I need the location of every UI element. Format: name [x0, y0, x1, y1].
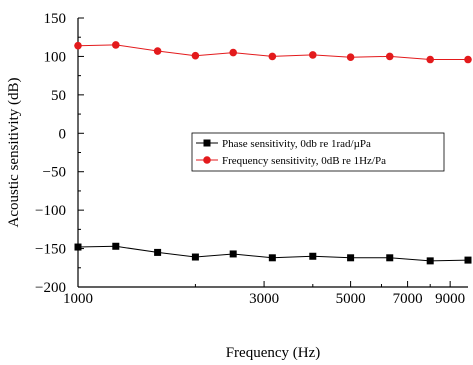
- data-point-circle: [268, 52, 277, 61]
- data-point-circle: [385, 52, 394, 61]
- y-axis-title: Acoustic sensitivity (dB): [6, 78, 22, 228]
- legend-marker-circle: [203, 156, 211, 164]
- data-point-circle: [426, 55, 435, 64]
- data-point-square: [386, 254, 394, 262]
- x-tick-label: 5000: [336, 291, 366, 307]
- data-point-square: [154, 248, 162, 256]
- data-point-circle: [229, 48, 237, 57]
- data-point-square: [426, 257, 434, 265]
- y-tick-label: −100: [35, 203, 66, 219]
- x-tick-label: 7000: [393, 291, 423, 307]
- data-point-circle: [346, 53, 355, 61]
- y-tick-label: −200: [35, 280, 66, 296]
- y-tick-label: 100: [44, 49, 67, 65]
- y-tick-label: −150: [35, 242, 66, 258]
- x-axis-title: Frequency (Hz): [226, 345, 321, 360]
- data-point-square: [464, 256, 472, 264]
- x-tick-label: 3000: [249, 291, 279, 307]
- data-point-circle: [153, 47, 162, 55]
- data-point-square: [309, 252, 317, 260]
- data-point-square: [112, 242, 120, 250]
- data-point-square: [268, 254, 276, 262]
- data-point-square: [347, 254, 355, 262]
- y-tick-label: −50: [43, 165, 66, 181]
- x-tick-label: 9000: [435, 291, 465, 307]
- data-point-circle: [464, 55, 472, 64]
- data-point-circle: [74, 41, 82, 50]
- data-point-circle: [111, 41, 120, 49]
- data-point-circle: [309, 51, 317, 59]
- data-point-square: [74, 243, 82, 251]
- y-tick-label: 0: [59, 126, 67, 142]
- legend-box: [191, 132, 445, 172]
- legend-label: Phase sensitivity, 0db re 1rad/µPa: [222, 138, 371, 150]
- x-tick-label: 1000: [63, 291, 93, 307]
- legend-label: Frequency sensitivity, 0dB re 1Hz/Pa: [222, 155, 386, 167]
- data-point-circle: [191, 51, 200, 60]
- data-point-square: [191, 253, 199, 261]
- data-point-square: [229, 250, 237, 258]
- y-tick-label: 150: [44, 11, 67, 27]
- legend-marker-square: [203, 139, 211, 147]
- y-tick-label: 50: [51, 88, 66, 104]
